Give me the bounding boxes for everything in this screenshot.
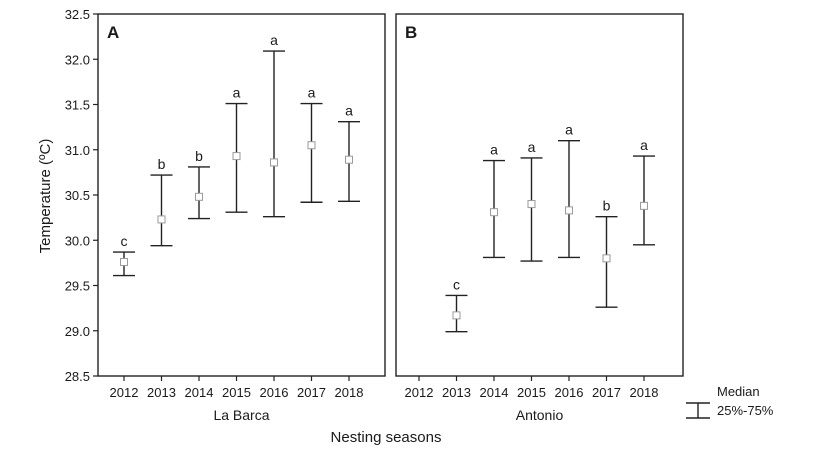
x-tick-label: 2015 — [222, 385, 251, 400]
legend-median-label: Median — [717, 384, 760, 399]
x-tick-label: 2017 — [592, 385, 621, 400]
significance-letter: b — [195, 148, 203, 164]
significance-letter: a — [345, 103, 353, 119]
median-point — [157, 215, 166, 224]
x-tick-label: 2012 — [405, 385, 434, 400]
y-tick-label: 30.0 — [65, 233, 90, 248]
significance-letter: a — [565, 122, 573, 138]
median-point — [527, 200, 536, 209]
significance-letter: c — [121, 233, 128, 249]
shared-x-axis-title: Nesting seasons — [331, 429, 442, 446]
y-tick-label: 29.5 — [65, 279, 90, 294]
x-tick-label: 2015 — [517, 385, 546, 400]
median-point — [232, 152, 241, 161]
x-tick-label: 2012 — [110, 385, 139, 400]
panel-label: A — [107, 23, 119, 42]
significance-letter: b — [158, 156, 166, 172]
x-tick-label: 2014 — [185, 385, 214, 400]
y-tick-label: 31.0 — [65, 143, 90, 158]
median-point — [345, 155, 353, 164]
plot-frame — [395, 13, 684, 377]
significance-letter: b — [603, 198, 611, 214]
significance-letter: a — [490, 142, 498, 158]
x-tick-label: 2013 — [442, 385, 471, 400]
significance-letter: a — [640, 137, 648, 153]
plot-frame — [97, 13, 386, 377]
y-tick-label: 30.5 — [65, 188, 90, 203]
x-axis-title: La Barca — [213, 407, 269, 423]
legend-whisker-symbol — [686, 402, 710, 419]
x-tick-label: 2016 — [260, 385, 289, 400]
median-point — [640, 201, 648, 210]
x-axis-title: Antonio — [516, 407, 564, 423]
panel-label: B — [405, 23, 417, 42]
significance-letter: a — [528, 139, 536, 155]
legend: Median 25%-75% — [686, 384, 774, 419]
median-point — [602, 254, 611, 263]
significance-letter: c — [453, 276, 460, 292]
y-tick-label: 29.0 — [65, 324, 90, 339]
median-point — [565, 206, 573, 215]
median-point — [307, 141, 316, 150]
significance-letter: a — [308, 85, 316, 101]
median-point — [195, 192, 203, 201]
y-tick-label: 32.0 — [65, 52, 90, 67]
panel-a: A 28.5 29.0 29.5 30.0 30.5 31.0 31.5 32.0 32.5 201… — [65, 7, 386, 423]
x-tick-label: 2014 — [480, 385, 509, 400]
panel-b: B 2012 2013 c 2014 a 2015 a 2016 a 2017 b 2018 a Anton… — [395, 13, 684, 423]
x-tick-label: 2018 — [335, 385, 364, 400]
y-tick-label: 32.5 — [65, 7, 90, 22]
significance-letter: a — [270, 32, 278, 48]
median-point — [120, 257, 128, 266]
y-axis-title: Temperature (ºC) — [37, 139, 54, 254]
y-tick-label: 28.5 — [65, 369, 90, 384]
significance-letter: a — [233, 85, 241, 101]
median-point — [490, 208, 498, 217]
median-point — [270, 158, 278, 167]
median-point — [452, 311, 461, 320]
legend-range-label: 25%-75% — [717, 403, 774, 418]
x-tick-label: 2017 — [297, 385, 326, 400]
x-tick-label: 2013 — [147, 385, 176, 400]
x-tick-label: 2018 — [630, 385, 659, 400]
y-tick-label: 31.5 — [65, 98, 90, 113]
x-tick-label: 2016 — [555, 385, 584, 400]
